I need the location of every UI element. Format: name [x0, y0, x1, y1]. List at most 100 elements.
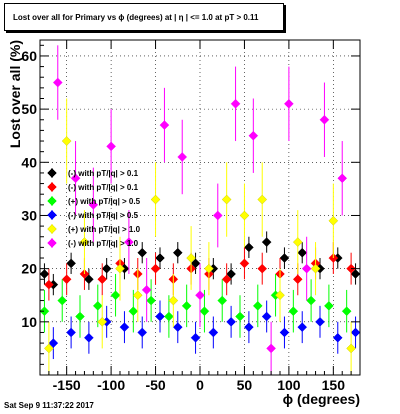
data-point: [257, 263, 268, 274]
data-point: [230, 98, 241, 109]
data-point: [279, 253, 290, 263]
data-point: [186, 253, 196, 263]
data-point: [61, 136, 72, 146]
y-tick-label: 40: [21, 154, 37, 170]
data-point: [84, 274, 94, 285]
data-point: [324, 301, 334, 311]
x-tick-label: 100: [277, 377, 301, 393]
data-point: [346, 343, 356, 354]
data-point: [124, 237, 134, 247]
data-point: [66, 327, 76, 338]
y-tick-label: 50: [21, 101, 37, 117]
x-axis-label: ϕ (degrees): [283, 391, 360, 407]
data-point: [106, 141, 116, 152]
data-point: [284, 98, 294, 109]
data-point: [301, 263, 312, 274]
data-point: [61, 274, 72, 285]
x-tick-label: -50: [145, 377, 165, 393]
y-tick-label: 20: [21, 261, 37, 277]
data-layer: [39, 45, 361, 375]
data-point: [337, 173, 348, 184]
data-point: [44, 279, 54, 290]
legend-marker: [47, 196, 57, 206]
data-point: [97, 316, 108, 327]
data-point: [279, 327, 290, 338]
data-point: [79, 237, 90, 247]
legend-label: (+) with pT/|q| > 1.0: [68, 225, 141, 234]
data-point: [244, 322, 254, 332]
data-point: [221, 194, 232, 205]
axis-layer: -150 -100 -50 0 50 100 150 10 20 30 40 50 60: [21, 40, 360, 393]
timestamp-footer: Sat Sep 9 11:37:22 2017: [4, 401, 94, 410]
data-point: [217, 295, 228, 306]
y-tick-label: 60: [21, 48, 37, 64]
data-point: [292, 274, 303, 285]
data-point: [261, 237, 272, 247]
data-point: [84, 332, 94, 343]
data-point: [39, 306, 50, 317]
data-point: [48, 338, 59, 348]
legend: (-) with pT/|q| > 0.1 (-) with pT/|q| > 0…: [47, 168, 141, 248]
legend-label: (+) with pT/|q| > 0.5: [68, 197, 141, 206]
data-point: [172, 247, 183, 258]
data-point: [297, 247, 308, 258]
data-point: [150, 263, 161, 274]
data-point: [226, 316, 236, 327]
data-point: [168, 295, 179, 306]
data-point: [252, 301, 263, 311]
data-point: [101, 263, 112, 274]
data-point: [128, 306, 139, 317]
data-point: [137, 327, 148, 338]
y-tick-label: 30: [21, 207, 37, 223]
data-point: [266, 343, 276, 354]
data-point: [199, 306, 210, 317]
data-point: [341, 306, 352, 317]
x-tick-label: 50: [237, 377, 253, 393]
data-point: [248, 130, 259, 141]
data-point: [190, 332, 201, 343]
data-point: [306, 295, 316, 306]
data-point: [275, 290, 285, 301]
legend-label: (-) with pT/|q| > 1.0: [68, 239, 139, 248]
legend-marker: [47, 238, 57, 248]
data-point: [132, 290, 143, 301]
legend-label: (-) with pT/|q| > 0.1: [68, 169, 139, 178]
data-point: [292, 237, 303, 247]
data-point: [164, 311, 174, 322]
data-point: [315, 316, 325, 327]
data-point: [257, 194, 268, 205]
legend-marker: [47, 182, 57, 192]
data-point: [115, 263, 125, 274]
legend-marker: [47, 224, 57, 234]
legend-label: (-) with pT/|q| > 0.5: [68, 211, 139, 220]
x-tick-label: 0: [196, 377, 204, 393]
data-point: [172, 322, 183, 332]
data-point: [204, 263, 214, 274]
data-point: [155, 311, 165, 322]
data-point: [319, 114, 330, 125]
data-point: [97, 274, 108, 285]
data-point: [190, 258, 201, 269]
data-point: [92, 301, 103, 311]
data-point: [181, 301, 192, 311]
data-point: [88, 199, 99, 210]
x-tick-label: 150: [322, 377, 346, 393]
legend-label: (-) with pT/|q| > 0.1: [68, 183, 139, 192]
data-point: [350, 327, 361, 338]
data-point: [212, 210, 223, 221]
data-point: [221, 274, 232, 285]
data-point: [244, 242, 254, 253]
data-point: [208, 327, 219, 338]
data-point: [155, 253, 165, 263]
data-point: [44, 343, 54, 354]
legend-marker: [47, 168, 57, 178]
data-point: [39, 269, 50, 279]
data-point: [146, 295, 156, 306]
data-point: [57, 295, 68, 306]
data-point: [137, 247, 148, 258]
data-point: [288, 306, 299, 317]
data-point: [66, 258, 76, 269]
data-point: [119, 322, 130, 332]
y-axis-label: Lost over all (%): [7, 40, 23, 148]
x-tick-label: -100: [97, 377, 125, 393]
